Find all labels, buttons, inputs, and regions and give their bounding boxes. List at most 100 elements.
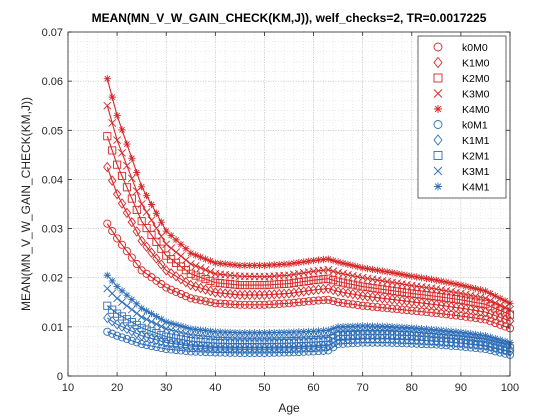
marker-square bbox=[343, 331, 352, 340]
marker-star bbox=[305, 327, 313, 336]
marker-diamond bbox=[162, 265, 171, 276]
marker-x bbox=[123, 161, 131, 170]
marker-star bbox=[142, 307, 151, 315]
marker-star bbox=[260, 261, 269, 270]
marker-circle bbox=[113, 331, 122, 340]
marker-x bbox=[108, 118, 117, 127]
marker-square bbox=[152, 329, 161, 338]
marker-x bbox=[167, 244, 176, 253]
marker-diamond bbox=[108, 315, 117, 327]
marker-diamond bbox=[481, 340, 490, 351]
marker-x bbox=[501, 303, 510, 312]
marker-square bbox=[368, 330, 377, 339]
marker-square bbox=[486, 302, 495, 311]
marker-square bbox=[353, 281, 362, 290]
marker-star bbox=[162, 227, 170, 235]
marker-square bbox=[319, 275, 328, 284]
marker-circle bbox=[270, 300, 279, 309]
marker-circle bbox=[201, 297, 210, 306]
marker-star bbox=[354, 263, 362, 271]
marker-circle bbox=[270, 348, 279, 357]
marker-star bbox=[167, 231, 175, 240]
marker-x bbox=[447, 287, 455, 296]
marker-star bbox=[398, 270, 406, 279]
marker-circle bbox=[191, 295, 200, 304]
marker-x bbox=[201, 265, 210, 274]
marker-square bbox=[378, 285, 387, 294]
marker-star bbox=[280, 260, 288, 268]
marker-star bbox=[108, 93, 116, 101]
marker-diamond bbox=[500, 345, 510, 356]
marker-star bbox=[118, 126, 126, 134]
marker-circle bbox=[319, 346, 328, 355]
marker-square bbox=[329, 334, 338, 343]
marker-diamond bbox=[117, 198, 127, 209]
marker-square bbox=[388, 286, 397, 295]
grid bbox=[67, 31, 511, 377]
marker-star bbox=[128, 295, 136, 304]
marker-star bbox=[418, 274, 426, 282]
marker-circle bbox=[265, 300, 274, 309]
marker-star bbox=[285, 328, 293, 336]
marker-x bbox=[334, 268, 343, 277]
marker-star bbox=[349, 322, 357, 330]
marker-star bbox=[187, 325, 195, 333]
marker-star bbox=[295, 258, 303, 267]
marker-circle bbox=[216, 299, 225, 308]
marker-star bbox=[422, 325, 431, 333]
marker-star bbox=[309, 327, 318, 335]
marker-star bbox=[442, 278, 450, 286]
marker-star bbox=[211, 328, 219, 336]
marker-star bbox=[314, 327, 323, 335]
marker-star bbox=[452, 280, 460, 288]
marker-circle bbox=[162, 283, 171, 292]
marker-star bbox=[133, 300, 141, 308]
marker-x bbox=[348, 271, 357, 280]
marker-circle bbox=[206, 348, 215, 357]
marker-star bbox=[408, 324, 416, 332]
x-tick-label: 10 bbox=[62, 382, 74, 394]
marker-diamond bbox=[186, 279, 195, 291]
marker-x bbox=[191, 262, 200, 270]
marker-circle bbox=[181, 346, 190, 355]
marker-x bbox=[383, 277, 392, 286]
marker-diamond bbox=[446, 301, 456, 313]
marker-square bbox=[491, 304, 500, 313]
legend-entry-K4M1: K4M1 bbox=[434, 182, 490, 194]
marker-circle bbox=[496, 320, 505, 329]
marker-circle bbox=[211, 348, 220, 357]
marker-star bbox=[393, 323, 401, 331]
marker-star bbox=[295, 328, 303, 336]
x-axis-label: Age bbox=[278, 401, 300, 415]
legend-label: K3M1 bbox=[462, 166, 490, 178]
marker-diamond bbox=[122, 207, 132, 219]
marker-x bbox=[442, 286, 451, 295]
marker-star bbox=[305, 257, 313, 265]
legend-entry-K3M0: K3M0 bbox=[433, 89, 490, 101]
marker-diamond bbox=[142, 331, 151, 343]
marker-star bbox=[344, 260, 352, 268]
marker-circle bbox=[388, 304, 397, 313]
marker-square bbox=[181, 336, 190, 345]
marker-circle bbox=[304, 347, 313, 356]
series-K3M1 bbox=[103, 284, 514, 350]
marker-square bbox=[270, 339, 279, 348]
marker-star bbox=[216, 328, 224, 336]
marker-circle bbox=[334, 298, 343, 307]
marker-square bbox=[329, 276, 338, 285]
legend-entry-K2M0: K2M0 bbox=[433, 73, 490, 85]
marker-circle bbox=[373, 303, 382, 312]
marker-star bbox=[152, 209, 160, 217]
marker-x bbox=[127, 305, 136, 314]
marker-star bbox=[491, 292, 499, 300]
marker-circle bbox=[433, 120, 443, 129]
plot-frame bbox=[67, 31, 511, 377]
series-K4M0 bbox=[103, 75, 514, 307]
marker-circle bbox=[299, 297, 308, 306]
marker-circle bbox=[221, 348, 230, 357]
marker-diamond bbox=[491, 342, 500, 354]
marker-circle bbox=[255, 300, 264, 309]
marker-square bbox=[191, 337, 200, 346]
marker-square bbox=[397, 288, 407, 297]
marker-x bbox=[162, 240, 171, 249]
